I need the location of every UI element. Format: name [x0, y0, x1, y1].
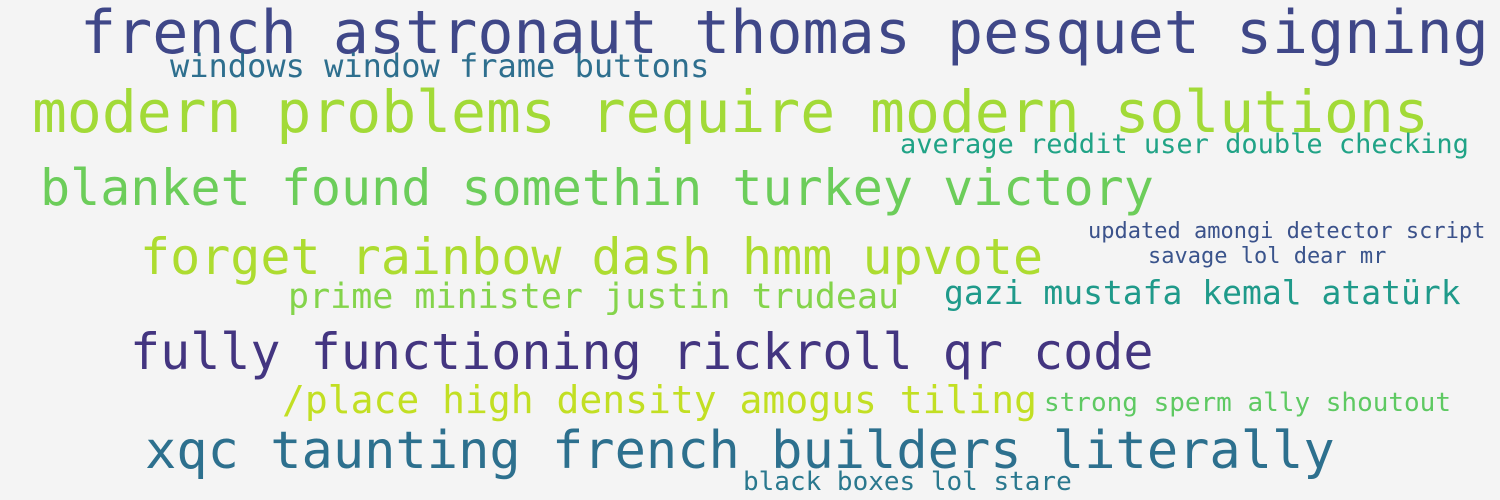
word-cloud-word: xqc taunting french builders literally	[145, 421, 1335, 481]
word-cloud-word: windows window frame buttons	[170, 47, 710, 85]
word-cloud-word: modern problems require modern solutions	[32, 78, 1429, 146]
word-cloud-word: blanket found somethin turkey victory	[40, 159, 1154, 217]
word-cloud-word: french astronaut thomas pesquet signing	[80, 0, 1489, 68]
word-cloud-word: average reddit user double checking	[900, 129, 1469, 160]
word-cloud-word: savage lol dear mr	[1148, 244, 1387, 269]
word-cloud-word: fully functioning rickroll qr code	[130, 323, 1154, 381]
word-cloud-word: black boxes lol stare	[743, 467, 1072, 497]
word-cloud-word: /place high density amogus tiling	[282, 378, 1037, 422]
word-cloud-word: strong sperm ally shoutout	[1044, 388, 1451, 418]
word-cloud-word: forget rainbow dash hmm upvote	[140, 228, 1044, 286]
word-cloud-word: updated amongi detector script	[1088, 219, 1486, 244]
word-cloud-word: gazi mustafa kemal atatürk	[944, 273, 1461, 312]
word-cloud-word: prime minister justin trudeau	[288, 277, 900, 317]
